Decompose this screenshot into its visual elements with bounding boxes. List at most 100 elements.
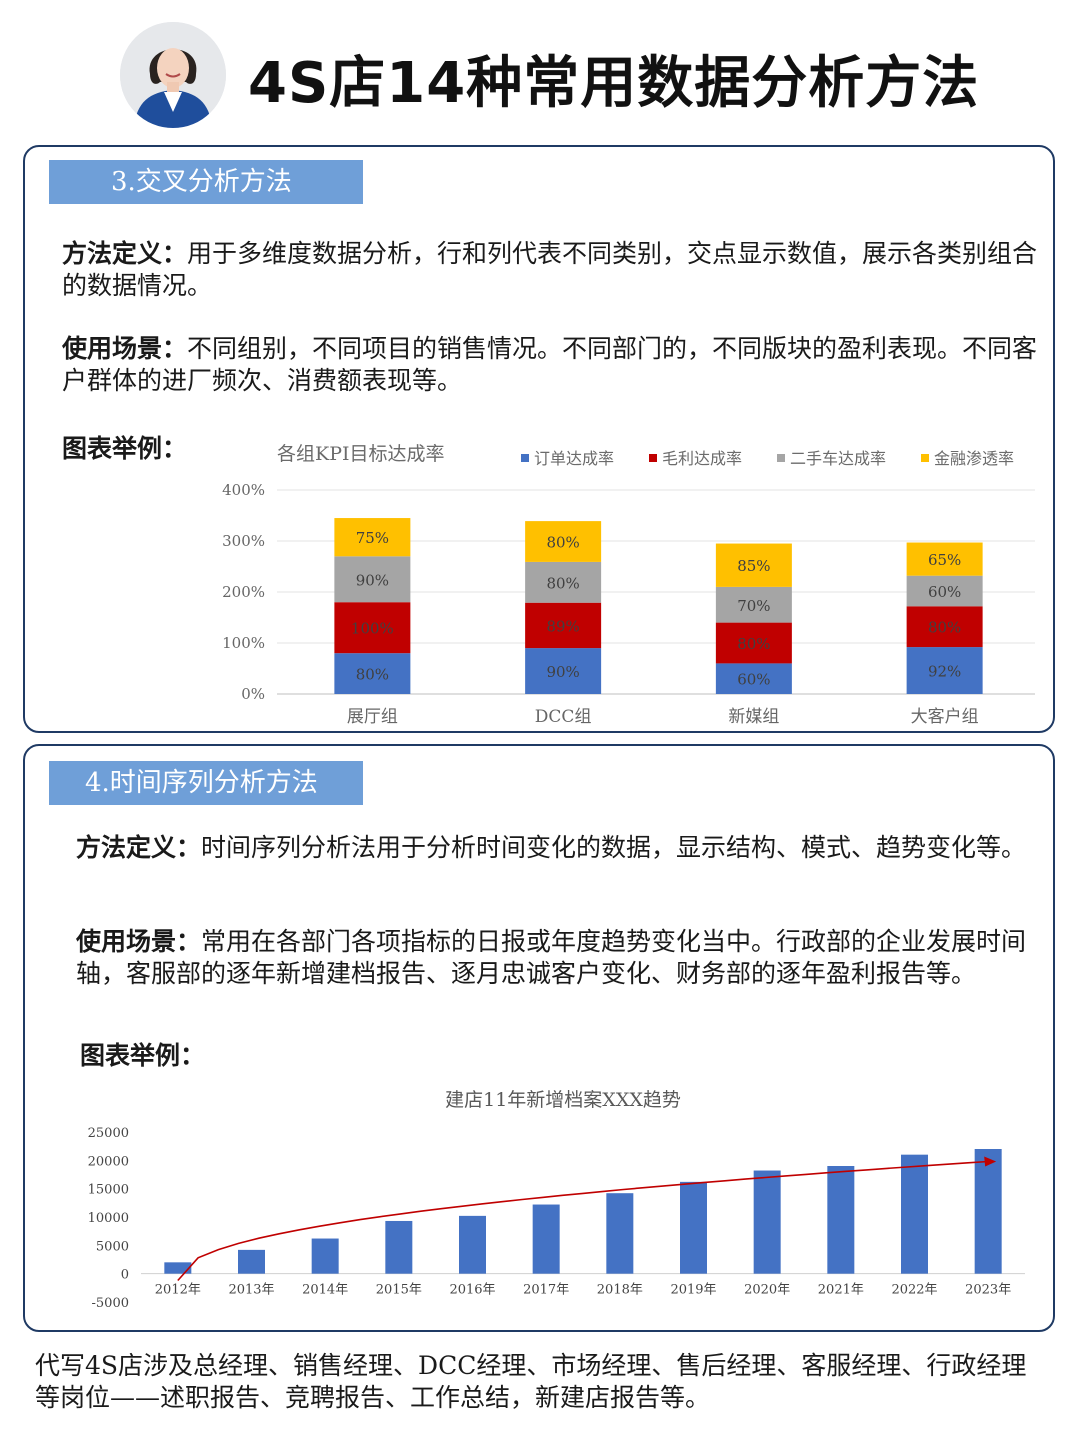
data-label: 89%	[546, 617, 579, 635]
y-tick-label: 300%	[222, 532, 265, 550]
data-label: 92%	[928, 663, 961, 681]
legend-swatch	[649, 454, 657, 462]
chart-example-label: 图表举例：	[80, 1041, 206, 1070]
data-label: 80%	[928, 619, 961, 637]
data-label: 90%	[546, 663, 579, 681]
data-label: 60%	[737, 671, 770, 689]
usage-scenario: 使用场景：不同组别，不同项目的销售情况。不同部门的，不同版块的盈利表现。不同客户…	[62, 333, 1042, 397]
trend-arrowhead	[984, 1156, 997, 1167]
y-tick-label: 5000	[96, 1239, 129, 1254]
section-title: 3.交叉分析方法	[49, 160, 363, 204]
bar-segment	[525, 561, 602, 603]
bar	[238, 1249, 265, 1274]
bar-segment	[906, 575, 983, 607]
usage-scenario: 使用场景：常用在各部门各项指标的日报或年度趋势变化当中。行政部的企业发展时间轴，…	[76, 926, 1051, 990]
y-tick-label: 0	[121, 1268, 129, 1283]
y-tick-label: 200%	[222, 583, 265, 601]
chart-example-label: 图表举例：	[62, 434, 188, 463]
legend-label: 订单达成率	[534, 449, 614, 468]
x-tick-label: 2014年	[302, 1283, 348, 1298]
x-tick-label: DCC组	[535, 707, 592, 727]
chart-title: 各组KPI目标达成率	[277, 443, 444, 465]
y-tick-label: 10000	[88, 1211, 129, 1226]
data-label: 80%	[546, 534, 579, 552]
bar	[901, 1154, 928, 1274]
x-tick-label: 2015年	[376, 1283, 422, 1298]
page-title: 4S店14种常用数据分析方法	[248, 51, 980, 116]
scenario-label: 使用场景：	[76, 927, 202, 956]
bar	[532, 1204, 560, 1274]
x-tick-label: 新媒组	[728, 707, 779, 727]
data-label: 60%	[928, 583, 961, 601]
chart-title: 建店11年新增档案XXX趋势	[445, 1089, 681, 1111]
x-tick-label: 2017年	[523, 1283, 569, 1298]
section-title: 4.时间序列分析方法	[49, 761, 363, 805]
definition-label: 方法定义：	[76, 833, 202, 862]
section-cross-analysis: 3.交叉分析方法 方法定义：用于多维度数据分析，行和列代表不同类别，交点显示数值…	[23, 145, 1055, 733]
data-label: 75%	[356, 529, 389, 547]
definition-text: 用于多维度数据分析，行和列代表不同类别，交点显示数值，展示各类别组合的数据情况。	[62, 239, 1038, 300]
bar	[606, 1193, 634, 1274]
bar-segment	[525, 648, 602, 694]
y-tick-label: 20000	[88, 1154, 129, 1169]
x-tick-label: 2016年	[449, 1283, 495, 1298]
data-label: 85%	[737, 557, 770, 575]
data-label: 80%	[737, 635, 770, 653]
x-tick-label: 大客户组	[911, 707, 979, 727]
x-tick-label: 2013年	[228, 1283, 274, 1298]
bar-segment	[715, 663, 792, 694]
bar-segment	[906, 606, 983, 648]
y-tick-label: 100%	[222, 634, 265, 652]
bar-segment	[334, 653, 411, 694]
legend-label: 毛利达成率	[662, 449, 742, 468]
bar	[680, 1181, 707, 1274]
y-tick-label: 25000	[88, 1126, 129, 1141]
method-definition: 方法定义：用于多维度数据分析，行和列代表不同类别，交点显示数值，展示各类别组合的…	[62, 238, 1042, 302]
x-tick-label: 展厅组	[347, 707, 398, 727]
bar	[974, 1149, 1002, 1274]
y-tick-label: 15000	[88, 1183, 129, 1198]
method-definition: 方法定义：时间序列分析法用于分析时间变化的数据，显示结构、模式、趋势变化等。	[76, 832, 1051, 864]
x-tick-label: 2019年	[670, 1283, 716, 1298]
trend-line	[177, 1160, 989, 1282]
kpi-stacked-bar-chart: 各组KPI目标达成率 订单达成率 毛利达成率 二手车达成率 金融渗透率 0% 100% 200…	[222, 443, 1035, 727]
scenario-label: 使用场景：	[62, 334, 188, 363]
section-time-series: 4.时间序列分析方法 方法定义：时间序列分析法用于分析时间变化的数据，显示结构、…	[23, 744, 1055, 1332]
x-tick-label: 2018年	[597, 1283, 643, 1298]
data-label: 90%	[356, 571, 389, 589]
bar	[827, 1166, 855, 1274]
x-tick-label: 2020年	[744, 1283, 790, 1298]
archive-trend-bar-chart: 建店11年新增档案XXX趋势 -5000 0 5000 10000 15000 20000 2…	[88, 1089, 1025, 1311]
bar-segment	[525, 602, 602, 649]
footer-note: 代写4S店涉及总经理、销售经理、DCC经理、市场经理、售后经理、客服经理、行政经…	[35, 1351, 1027, 1412]
y-tick-label: 0%	[241, 685, 265, 703]
y-tick-label: -5000	[92, 1296, 129, 1311]
x-tick-label: 2021年	[818, 1283, 864, 1298]
scenario-text: 不同组别，不同项目的销售情况。不同部门的，不同版块的盈利表现。不同客户群体的进厂…	[62, 334, 1038, 395]
legend-swatch	[521, 454, 529, 462]
bar	[385, 1220, 413, 1274]
author-avatar	[120, 22, 226, 128]
data-label: 65%	[928, 551, 961, 569]
legend-label: 金融渗透率	[934, 449, 1014, 468]
legend-label: 二手车达成率	[790, 449, 886, 468]
bar	[164, 1262, 192, 1274]
x-tick-label: 2012年	[155, 1283, 201, 1298]
bar-segment	[715, 586, 792, 623]
bar-segment	[906, 542, 983, 576]
bar-segment	[715, 543, 792, 587]
data-label: 100%	[351, 620, 394, 638]
x-tick-label: 2022年	[891, 1283, 937, 1298]
data-label: 80%	[356, 666, 389, 684]
bar-segment	[334, 518, 411, 557]
bar-segment	[334, 602, 411, 654]
legend-swatch	[921, 454, 929, 462]
bar	[753, 1170, 781, 1274]
bar-segment	[715, 622, 792, 664]
bar	[459, 1215, 486, 1274]
bar-segment	[334, 556, 411, 603]
data-label: 80%	[546, 574, 579, 592]
bar-segment	[525, 521, 602, 562]
definition-label: 方法定义：	[62, 239, 188, 268]
x-tick-label: 2023年	[965, 1283, 1011, 1298]
